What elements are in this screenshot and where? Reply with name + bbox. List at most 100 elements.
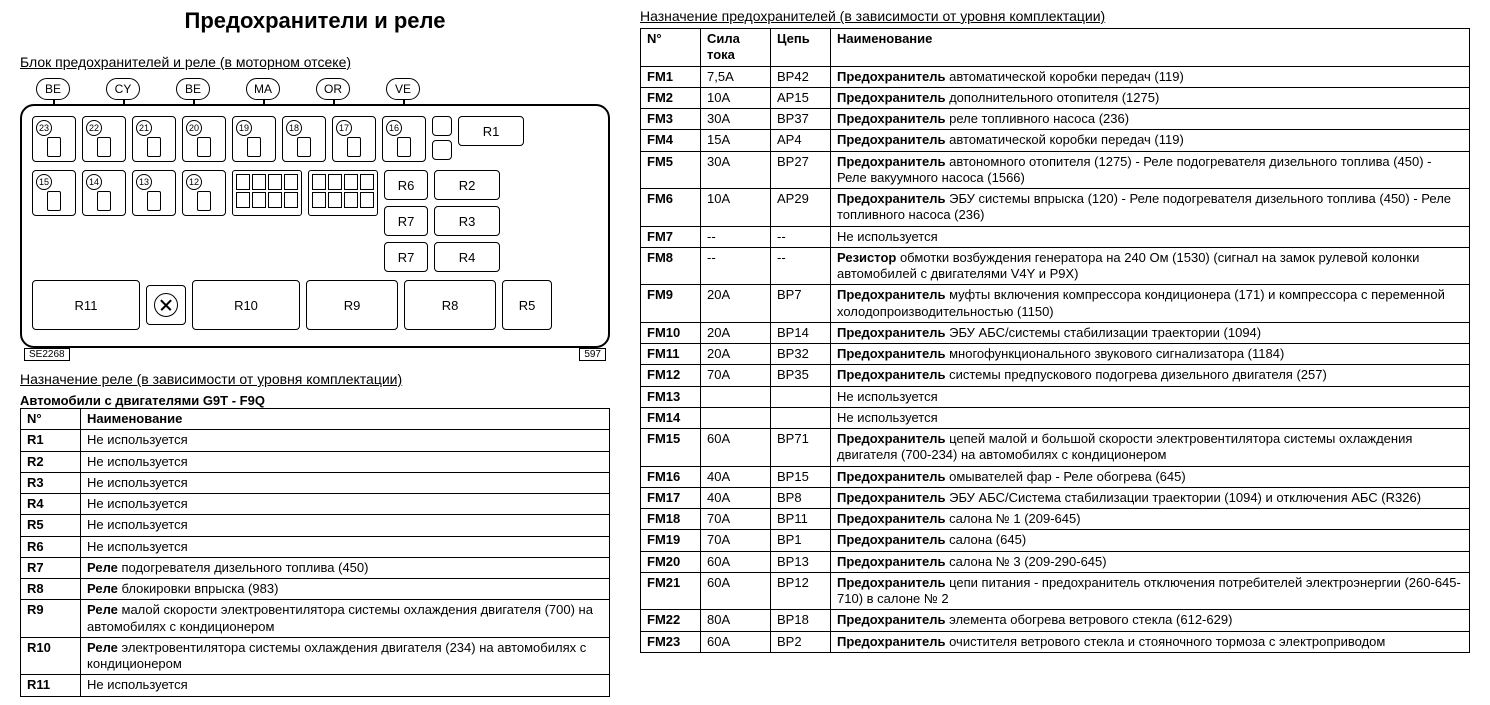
table-row: R2Не используется bbox=[21, 451, 610, 472]
relay-r6: R6 bbox=[384, 170, 428, 200]
wire-label: VE bbox=[386, 78, 420, 100]
wire-label: OR bbox=[316, 78, 350, 100]
diagram-footer: SE2268 597 bbox=[20, 348, 610, 361]
cell-amp: 80A bbox=[701, 610, 771, 631]
table-row: FM1970ABP1Предохранитель салона (645) bbox=[641, 530, 1470, 551]
cell-circuit: AP4 bbox=[771, 130, 831, 151]
cell-amp: 20A bbox=[701, 322, 771, 343]
cell-n: R10 bbox=[21, 637, 81, 675]
cell-desc: Не используется bbox=[831, 226, 1470, 247]
relay-r7a: R7 bbox=[384, 206, 428, 236]
cell-desc: Не используется bbox=[81, 451, 610, 472]
fuse-slot: 16 bbox=[382, 116, 426, 162]
cell-desc: Реле малой скорости электровентилятора с… bbox=[81, 600, 610, 638]
cell-n: FM17 bbox=[641, 487, 701, 508]
cell-circuit: BP1 bbox=[771, 530, 831, 551]
fuse-slot: 19 bbox=[232, 116, 276, 162]
fusebox-diagram: BECYBEMAORVE 2322212019181716 R1 1514131… bbox=[20, 78, 610, 361]
cell-desc: Предохранитель многофункционального звук… bbox=[831, 344, 1470, 365]
cell-desc: Не используется bbox=[81, 515, 610, 536]
table-row: FM2360ABP2Предохранитель очистителя ветр… bbox=[641, 631, 1470, 652]
table-row: R10Реле электровентилятора системы охлаж… bbox=[21, 637, 610, 675]
wire-label: BE bbox=[176, 78, 210, 100]
relay-r4: R4 bbox=[434, 242, 500, 272]
cell-amp: 30A bbox=[701, 109, 771, 130]
cell-desc: Реле подогревателя дизельного топлива (4… bbox=[81, 557, 610, 578]
cell-n: R1 bbox=[21, 430, 81, 451]
cell-n: R6 bbox=[21, 536, 81, 557]
cell-amp: 70A bbox=[701, 365, 771, 386]
cell-circuit: BP8 bbox=[771, 487, 831, 508]
cell-desc: Предохранитель реле топливного насоса (2… bbox=[831, 109, 1470, 130]
fuse-slot: 18 bbox=[282, 116, 326, 162]
relay-r1: R1 bbox=[458, 116, 524, 146]
page-container: Предохранители и реле Блок предохранител… bbox=[20, 8, 1470, 697]
table-row: FM1020ABP14Предохранитель ЭБУ АБС/систем… bbox=[641, 322, 1470, 343]
table-row: FM920ABP7Предохранитель муфты включения … bbox=[641, 285, 1470, 323]
fuse-slot: 21 bbox=[132, 116, 176, 162]
fuse-table: N° Сила тока Цепь Наименование FM17,5ABP… bbox=[640, 28, 1470, 653]
cell-n: FM22 bbox=[641, 610, 701, 631]
cell-circuit: BP18 bbox=[771, 610, 831, 631]
cell-circuit: BP42 bbox=[771, 66, 831, 87]
cell-n: R7 bbox=[21, 557, 81, 578]
mini-fuse-column bbox=[432, 116, 452, 160]
cell-desc: Не используется bbox=[81, 430, 610, 451]
cell-n: FM7 bbox=[641, 226, 701, 247]
cell-desc: Реле блокировки впрыска (983) bbox=[81, 579, 610, 600]
cell-n: FM9 bbox=[641, 285, 701, 323]
cell-circuit: BP14 bbox=[771, 322, 831, 343]
wire-label: BE bbox=[36, 78, 70, 100]
cell-desc: Не используется bbox=[831, 407, 1470, 428]
cell-circuit: BP15 bbox=[771, 466, 831, 487]
table-row: FM13Не используется bbox=[641, 386, 1470, 407]
cell-amp: 40A bbox=[701, 466, 771, 487]
cell-circuit bbox=[771, 386, 831, 407]
cell-desc: Не используется bbox=[81, 536, 610, 557]
cell-n: FM12 bbox=[641, 365, 701, 386]
header-amp: Сила тока bbox=[701, 29, 771, 67]
cell-desc: Предохранитель дополнительного отопителя… bbox=[831, 87, 1470, 108]
cell-n: FM4 bbox=[641, 130, 701, 151]
table-row: R1Не используется bbox=[21, 430, 610, 451]
table-row: FM610AAP29Предохранитель ЭБУ системы впр… bbox=[641, 189, 1470, 227]
relay-r2: R2 bbox=[434, 170, 500, 200]
diagram-code-left: SE2268 bbox=[24, 348, 70, 361]
relay-r7b: R7 bbox=[384, 242, 428, 272]
table-row: R3Не используется bbox=[21, 472, 610, 493]
cell-amp: 40A bbox=[701, 487, 771, 508]
fuse-table-title: Назначение предохранителей (в зависимост… bbox=[640, 8, 1470, 24]
cell-amp: 20A bbox=[701, 285, 771, 323]
cell-circuit: AP29 bbox=[771, 189, 831, 227]
table-header-row: N° Сила тока Цепь Наименование bbox=[641, 29, 1470, 67]
cell-amp: 60A bbox=[701, 429, 771, 467]
cell-circuit: -- bbox=[771, 247, 831, 285]
fuse-slot: 12 bbox=[182, 170, 226, 216]
cell-n: FM20 bbox=[641, 551, 701, 572]
cell-desc: Предохранитель элемента обогрева ветрово… bbox=[831, 610, 1470, 631]
cell-n: FM1 bbox=[641, 66, 701, 87]
cell-n: FM6 bbox=[641, 189, 701, 227]
cell-desc: Предохранитель автономного отопителя (12… bbox=[831, 151, 1470, 189]
cell-n: FM13 bbox=[641, 386, 701, 407]
cell-desc: Предохранитель цепей малой и большой ско… bbox=[831, 429, 1470, 467]
cell-n: R9 bbox=[21, 600, 81, 638]
table-row: FM2280ABP18Предохранитель элемента обогр… bbox=[641, 610, 1470, 631]
relay-table-sub: Автомобили с двигателями G9T - F9Q bbox=[20, 393, 610, 408]
cell-circuit: BP35 bbox=[771, 365, 831, 386]
table-row: R7Реле подогревателя дизельного топлива … bbox=[21, 557, 610, 578]
cell-amp: 60A bbox=[701, 551, 771, 572]
cell-desc: Реле электровентилятора системы охлажден… bbox=[81, 637, 610, 675]
relay-r9: R9 bbox=[306, 280, 398, 330]
table-row: FM1740ABP8Предохранитель ЭБУ АБС/Система… bbox=[641, 487, 1470, 508]
cell-desc: Не используется bbox=[81, 675, 610, 696]
cell-circuit: -- bbox=[771, 226, 831, 247]
cell-amp: 7,5A bbox=[701, 66, 771, 87]
mini-fuse bbox=[432, 140, 452, 160]
cell-amp: 30A bbox=[701, 151, 771, 189]
cell-desc: Предохранитель цепи питания - предохрани… bbox=[831, 572, 1470, 610]
cell-n: R11 bbox=[21, 675, 81, 696]
cell-amp: 10A bbox=[701, 87, 771, 108]
cell-desc: Не используется bbox=[81, 494, 610, 515]
relay-r11: R11 bbox=[32, 280, 140, 330]
